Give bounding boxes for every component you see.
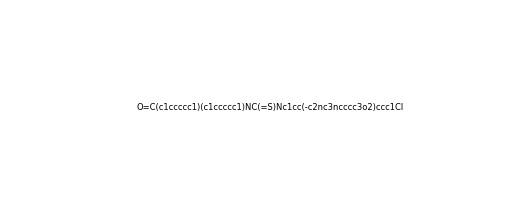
Text: O=C(c1ccccc1)(c1ccccc1)NC(=S)Nc1cc(-c2nc3ncccc3o2)ccc1Cl: O=C(c1ccccc1)(c1ccccc1)NC(=S)Nc1cc(-c2nc… bbox=[137, 103, 404, 112]
